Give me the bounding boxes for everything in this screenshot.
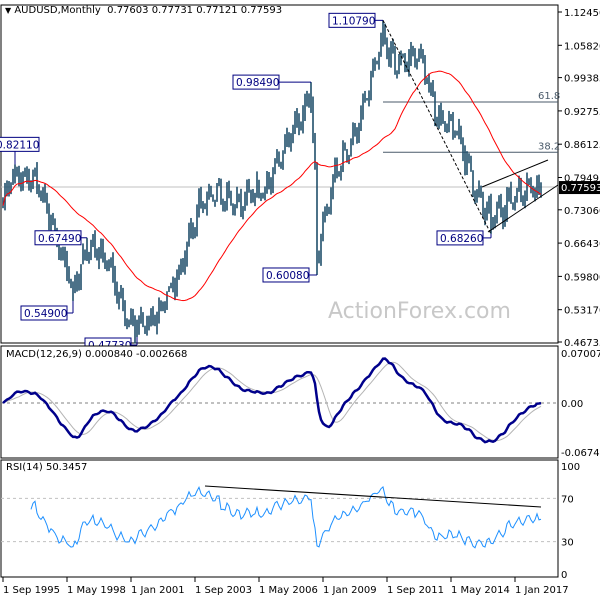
price-axis-label: 1.12450 [564, 8, 600, 19]
price-axis-label: 0.99385 [564, 74, 600, 85]
price-panel-frame [0, 4, 559, 344]
price-bars [2, 20, 542, 344]
wedge-lower-line [487, 184, 559, 233]
pivot-label: 0.68260 [440, 233, 483, 245]
price-axis-label: 0.86125 [564, 140, 600, 151]
rsi-axis: 100 70 30 0 [561, 462, 580, 581]
macd-axis-bottom: -0.067423 [561, 448, 600, 459]
moving-average-line [2, 70, 542, 302]
rsi-title: RSI(14) 50.3457 [6, 462, 88, 473]
current-price-value: 0.77593 [561, 183, 600, 194]
rsi-trendline [204, 485, 542, 508]
macd-axis-zero: 0.00 [561, 399, 583, 410]
pivot-label: 1.10790 [332, 15, 375, 27]
fibonacci-levels: 61.8 38.2 [383, 91, 560, 153]
trendlines [382, 20, 559, 235]
macd-main-line [2, 357, 542, 444]
pivot-label: 0.82110 [0, 139, 39, 151]
ohlc-values: 0.77603 0.77731 0.77121 0.77593 [107, 5, 283, 16]
pivot-label-box [0, 136, 40, 152]
pivot-label-box [232, 74, 280, 90]
date-axis-label: 1 Jan 2001 [131, 585, 185, 596]
price-axis-label: 0.46735 [564, 338, 600, 349]
fib-level-label: 61.8 [538, 91, 560, 102]
rsi-panel-frame [0, 459, 559, 578]
wedge-upper-line [481, 159, 549, 188]
symbol-title: AUDUSD,Monthly [14, 5, 101, 16]
pivot-labels: 0.821100.549000.674900.477300.984900.600… [0, 12, 492, 353]
rsi-panel: 100 70 30 0 [0, 459, 580, 581]
macd-axis-top: 0.070071 [561, 349, 600, 360]
date-axis-label: 1 Sep 1995 [3, 585, 60, 596]
macd-title: MACD(12,26,9) 0.000840 -0.002668 [6, 349, 188, 360]
date-axis-label: 1 Jan 2009 [323, 585, 377, 596]
date-axis-label: 1 May 2006 [259, 585, 318, 596]
date-axis-label: 1 May 2014 [451, 585, 510, 596]
current-price-tag: 0.77593 [559, 181, 600, 195]
pivot-label: 0.54900 [24, 308, 67, 320]
pivot-label-box [262, 267, 310, 283]
rsi-line [30, 485, 542, 549]
date-axis: 1 Sep 1995 1 May 1998 1 Jan 2001 1 Sep 2003… [2, 577, 569, 596]
rsi-axis-label: 70 [561, 494, 574, 505]
chart-header: ▼ AUDUSD,Monthly 0.77603 0.77731 0.77121… [5, 5, 282, 16]
date-axis-label: 1 May 1998 [67, 585, 126, 596]
pivot-label-box [328, 12, 376, 28]
rsi-axis-label: 100 [561, 462, 580, 473]
pivot-label-box [436, 230, 484, 246]
pivot-label-box [20, 305, 68, 321]
current-price-box [559, 181, 600, 195]
date-axis-label: 1 Sep 2011 [387, 585, 444, 596]
macd-panel-frame [0, 345, 559, 459]
price-axis-label: 0.79495 [564, 173, 600, 184]
fib-level-label: 38.2 [538, 141, 560, 152]
pivot-label: 0.98490 [236, 77, 279, 89]
pivot-label: 0.60080 [266, 270, 309, 282]
pivot-label-box [34, 230, 82, 246]
price-axis-label: 0.92755 [564, 107, 600, 118]
date-axis-label: 1 Sep 2003 [195, 585, 252, 596]
macd-panel: 0.070071 0.00 -0.067423 [0, 345, 600, 459]
price-panel: ActionForex.com 61.8 38.2 0.82110 0.54900 0… [0, 4, 560, 353]
date-axis-label: 1 Jan 2017 [515, 585, 569, 596]
watermark: ActionForex.com [328, 299, 511, 324]
rsi-axis-label: 0 [561, 570, 567, 581]
pivot-label: 0.67490 [38, 233, 81, 245]
rsi-axis-label: 30 [561, 538, 574, 549]
rsi-levels [1, 497, 558, 543]
collapse-triangle-icon[interactable]: ▼ [5, 6, 12, 15]
